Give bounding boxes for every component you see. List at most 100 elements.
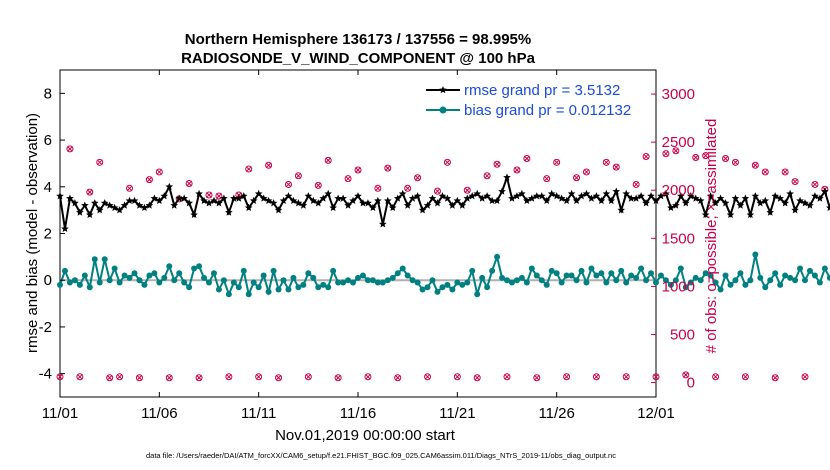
obs-count-point: [414, 174, 422, 182]
bias-point: [533, 272, 540, 279]
bias-point: [682, 284, 689, 291]
bias-point: [206, 279, 212, 286]
rmse-point: [826, 203, 830, 212]
bias-point: [275, 286, 282, 293]
rmse-point: [567, 189, 576, 198]
obs-count-point: [523, 154, 531, 162]
obs-count-point: [622, 373, 630, 381]
rmse-point: [498, 187, 506, 195]
bias-point: [116, 279, 123, 286]
rmse-point: [359, 199, 367, 207]
bias-point: [811, 272, 818, 279]
rmse-point: [528, 194, 536, 202]
bias-point: [454, 279, 461, 286]
bias-point: [320, 281, 327, 288]
bias-point: [176, 270, 183, 277]
bias-point: [752, 251, 759, 258]
obs-count-point: [185, 179, 193, 187]
bias-point: [474, 291, 481, 298]
rmse-point: [145, 201, 154, 209]
bias-point: [181, 279, 188, 286]
bias-point: [727, 281, 734, 288]
bias-point: [593, 272, 600, 279]
bias-point: [76, 281, 83, 288]
x-tick-label: 11/01: [42, 405, 78, 422]
rmse-point: [95, 206, 104, 214]
bias-point: [787, 274, 794, 281]
x-tick-label: 11/06: [141, 405, 177, 422]
obs-count-point: [344, 175, 352, 183]
bias-point: [394, 270, 401, 277]
rmse-point: [319, 194, 328, 202]
bias-point: [528, 265, 535, 272]
obs-count-point: [692, 154, 700, 162]
obs-count-point: [612, 163, 620, 171]
bias-point: [255, 284, 262, 291]
bias-point: [295, 284, 302, 291]
rmse-point: [667, 203, 675, 212]
bias-point: [245, 291, 252, 298]
rmse-point: [612, 187, 621, 195]
obs-count-point: [116, 373, 124, 381]
x-tick-label: 12/01: [637, 405, 675, 422]
obs-count-point: [304, 373, 312, 381]
bias-point: [504, 277, 510, 284]
rmse-point: [205, 199, 213, 207]
bias-point: [399, 265, 406, 272]
bias-point: [374, 279, 381, 286]
bias-point: [464, 279, 471, 286]
bias-point: [121, 272, 128, 279]
bias-point: [101, 256, 108, 263]
obs-count-point: [632, 180, 640, 188]
obs-count-point: [165, 374, 173, 382]
rmse-point: [140, 203, 149, 212]
bias-point: [548, 267, 555, 274]
obs-count-point: [314, 181, 322, 189]
rmse-point: [225, 208, 233, 216]
bias-point: [608, 270, 615, 277]
rmse-point: [821, 187, 829, 195]
rmse-point: [180, 194, 188, 202]
obs-count-point: [811, 180, 819, 188]
rmse-point: [592, 192, 601, 200]
bias-point: [280, 277, 287, 284]
bias-point: [707, 272, 714, 279]
rmse-point: [155, 196, 164, 205]
rmse-point: [384, 196, 392, 205]
bias-point: [697, 277, 704, 284]
obs-count-point: [135, 374, 143, 382]
bias-point: [499, 274, 506, 281]
obs-count-point: [801, 373, 809, 381]
rmse-point: [160, 192, 169, 200]
rmse-point: [393, 194, 402, 202]
rmse-point: [637, 192, 645, 200]
obs-count-point: [662, 150, 670, 158]
bias-point: [747, 277, 754, 284]
legend-rmse-marker: [439, 86, 447, 94]
rmse-point: [76, 208, 84, 216]
y-axis-label: rmse and bias (model - observation): [24, 113, 41, 353]
rmse-point: [642, 199, 650, 207]
obs-count-point: [543, 175, 551, 183]
obs-count-point: [493, 160, 501, 168]
bias-point: [290, 274, 297, 281]
bias-point: [96, 279, 103, 286]
bias-point: [166, 263, 173, 270]
bias-point: [156, 279, 163, 286]
bias-point: [265, 288, 272, 295]
bias-point: [623, 279, 630, 286]
bias-point: [151, 270, 158, 277]
rmse-point: [418, 206, 427, 214]
obs-count-point: [602, 158, 610, 166]
rmse-point: [334, 194, 342, 202]
bias-point: [250, 279, 257, 286]
obs-count-point: [453, 373, 461, 381]
rmse-point: [379, 220, 387, 228]
obs-count-point: [672, 147, 680, 155]
bias-point: [826, 274, 830, 281]
rmse-point: [170, 201, 179, 209]
bias-point: [712, 279, 719, 286]
rmse-point: [453, 196, 462, 205]
y-tick-label: 0: [44, 272, 52, 289]
obs-count-point: [145, 176, 153, 184]
